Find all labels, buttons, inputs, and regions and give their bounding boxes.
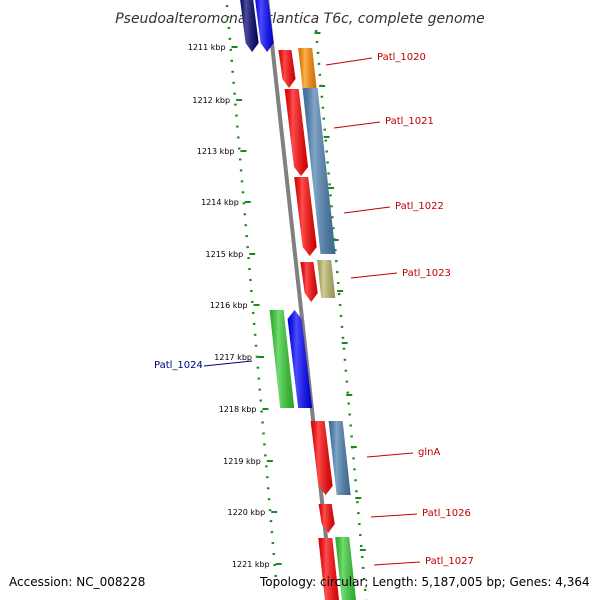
gene-feature-shade (284, 89, 309, 176)
genome-backbone (265, 0, 335, 600)
gene-label-leader (343, 206, 391, 214)
tick-label: 1214 kbp (201, 198, 239, 207)
backbone-line (265, 0, 335, 600)
gene-feature-shade (294, 177, 317, 256)
gene-label: Patl_1021 (385, 116, 434, 127)
gene-feature-shade (269, 310, 295, 408)
gene-feature-shade (318, 538, 340, 600)
gene-label: Patl_1020 (377, 52, 426, 63)
gene-feature-shade (240, 0, 259, 52)
accession-text: Accession: NC_008228 (9, 575, 146, 589)
topology-text: Topology: circular; Length: 5,187,005 bp… (260, 575, 590, 589)
gene-feature-shade (310, 421, 333, 495)
gene-label: glnA (418, 447, 440, 458)
gene-feature-shade (278, 50, 296, 88)
gene-label: Patl_1026 (422, 508, 471, 519)
gene-feature-shade (302, 88, 336, 254)
tick-label: 1216 kbp (210, 301, 248, 310)
tick-label: 1217 kbp (214, 353, 252, 362)
gene-label-leader (325, 57, 373, 66)
ruler-line-right (314, 29, 368, 600)
gene-feature-shade (328, 421, 351, 495)
gene-labels: Patl_1020 Patl_1021 Patl_1022 Patl_1023 Patl… (154, 52, 474, 567)
gene-label: Patl_1022 (395, 201, 444, 212)
tick-label: 1221 kbp (232, 560, 270, 569)
tick-label: 1215 kbp (206, 250, 244, 259)
tick-label: 1220 kbp (228, 508, 266, 517)
ruler-dotted-lines (225, 4, 368, 600)
tick-label: 1211 kbp (188, 43, 226, 52)
tick-label: 1212 kbp (192, 96, 230, 105)
tick-label: 1218 kbp (219, 405, 257, 414)
gene-feature-shade (287, 310, 313, 408)
gene-feature-shade (335, 537, 357, 600)
gene-feature-shade (255, 0, 274, 52)
gene-label-leader (333, 121, 381, 129)
gene-feature-shade (317, 260, 336, 298)
gene-label-leader (366, 452, 414, 458)
gene-label: Patl_1023 (402, 268, 451, 279)
ruler-line-left (225, 4, 278, 581)
gene-label-leader (373, 561, 421, 566)
gene-feature-shade (298, 48, 317, 88)
gene-label: Patl_1024 (154, 360, 203, 371)
tick-label: 1213 kbp (197, 147, 235, 156)
gene-label-leader (370, 513, 418, 518)
gene-label-leader (203, 360, 253, 367)
gene-feature-shade (318, 504, 335, 533)
tick-label: 1219 kbp (223, 457, 261, 466)
map-title: Pseudoalteromonas atlantica T6c, complet… (115, 11, 485, 27)
ruler-ticks: 1211 kbp 1212 kbp 1213 kbp 1214 kbp 1215 kbp… (188, 32, 366, 569)
gene-features (240, 0, 357, 600)
gene-feature-shade (300, 262, 318, 302)
gene-label: Patl_1027 (425, 556, 474, 567)
gene-label-leader (350, 272, 398, 279)
